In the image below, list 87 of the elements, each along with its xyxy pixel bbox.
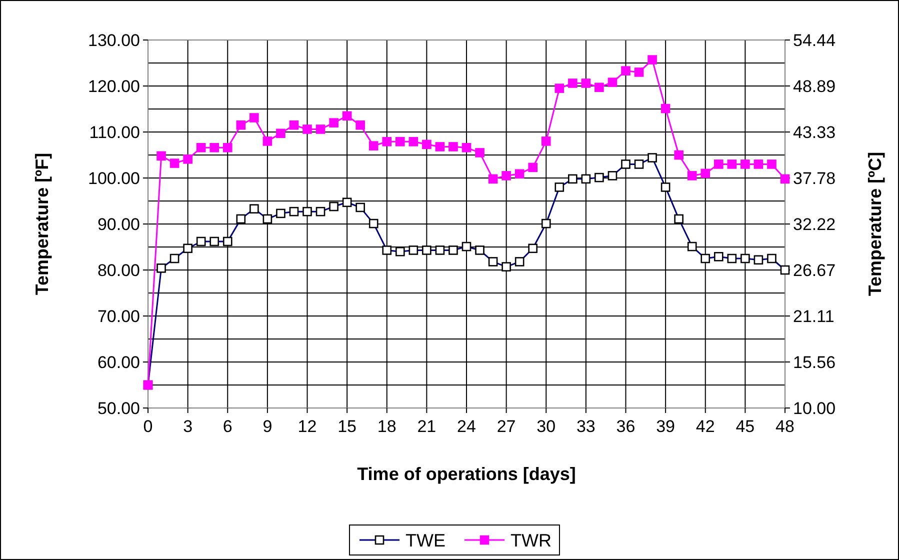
- point: [329, 118, 338, 128]
- legend-label: TWE: [406, 530, 446, 550]
- point: [462, 142, 472, 152]
- x-tick-label: 33: [576, 417, 596, 436]
- point: [316, 124, 326, 134]
- x-axis-title: Time of operations [days]: [357, 464, 576, 484]
- point: [302, 124, 312, 134]
- y-tick-label: 100.00: [88, 168, 140, 188]
- x-tick-label: 36: [616, 417, 636, 436]
- y-tick-label: 90.00: [97, 214, 140, 234]
- point: [608, 78, 618, 87]
- x-tick-label: 45: [736, 417, 755, 436]
- point: [754, 160, 764, 169]
- point: [289, 120, 299, 130]
- point: [422, 140, 432, 150]
- point: [170, 158, 180, 168]
- x-tick-label: 6: [222, 417, 232, 436]
- point: [700, 168, 710, 178]
- x-tick-label: 30: [536, 417, 556, 436]
- y-tick-label: 60.00: [97, 352, 140, 372]
- point: [740, 160, 750, 169]
- point: [475, 148, 484, 158]
- legend-label: TWR: [510, 530, 552, 550]
- x-tick-label: 24: [457, 417, 476, 436]
- point: [714, 160, 724, 169]
- point: [528, 162, 538, 172]
- point: [382, 137, 392, 146]
- point: [222, 142, 232, 152]
- y2-tick-label: 43.33: [793, 122, 836, 142]
- point: [634, 68, 644, 77]
- point: [156, 151, 166, 161]
- point: [502, 171, 511, 180]
- point: [541, 136, 551, 146]
- point: [342, 111, 352, 121]
- y-tick-label: 120.00: [88, 76, 140, 96]
- x-tick-label: 0: [143, 417, 153, 436]
- point: [276, 128, 286, 138]
- y-tick-label: 80.00: [97, 260, 140, 280]
- point: [395, 137, 405, 146]
- x-tick-label: 3: [183, 417, 193, 436]
- point: [674, 150, 684, 160]
- y2-tick-label: 10.00: [793, 398, 836, 418]
- y-tick-label: 110.00: [89, 122, 140, 142]
- point: [408, 137, 418, 146]
- point: [210, 142, 220, 152]
- y-tick-label: 70.00: [97, 306, 140, 326]
- x-tick-label: 27: [496, 417, 516, 436]
- x-tick-label: 18: [377, 417, 396, 436]
- x-tick-label: 42: [696, 417, 715, 436]
- y2-tick-label: 32.22: [793, 214, 836, 234]
- point: [594, 82, 604, 92]
- x-tick-label: 12: [298, 417, 317, 436]
- y2-tick-label: 15.56: [793, 352, 836, 372]
- y-tick-label: 130.00: [88, 30, 140, 50]
- point: [262, 136, 272, 146]
- y-tick-label: 50.00: [97, 398, 140, 418]
- point: [368, 141, 378, 150]
- y2-tick-label: 48.89: [793, 76, 836, 96]
- point: [250, 113, 259, 122]
- point: [196, 142, 206, 152]
- y2-tick-label: 26.67: [793, 260, 836, 280]
- point: [435, 142, 445, 152]
- x-tick-label: 21: [417, 417, 436, 436]
- point: [581, 78, 591, 88]
- y2-tick-label: 37.78: [793, 168, 836, 188]
- point: [554, 84, 564, 93]
- point: [648, 55, 657, 64]
- point: [514, 169, 524, 179]
- y2-axis-title: Temperature [ºC]: [865, 152, 885, 296]
- point: [767, 160, 776, 169]
- y2-tick-label: 21.11: [793, 306, 834, 326]
- point: [687, 171, 697, 180]
- point: [727, 160, 737, 169]
- x-tick-label: 15: [338, 417, 357, 436]
- y-axis-title: Temperature [ºF]: [32, 152, 52, 296]
- point: [356, 120, 365, 130]
- x-tick-label: 39: [656, 417, 676, 436]
- point: [236, 120, 246, 130]
- x-tick-label: 48: [776, 417, 794, 436]
- y2-tick-label: 54.44: [793, 30, 836, 50]
- point: [448, 142, 458, 152]
- x-tick-label: 9: [262, 417, 272, 436]
- point: [183, 154, 192, 164]
- point: [488, 174, 498, 184]
- point: [568, 78, 578, 88]
- point: [621, 66, 630, 76]
- point: [660, 104, 670, 114]
